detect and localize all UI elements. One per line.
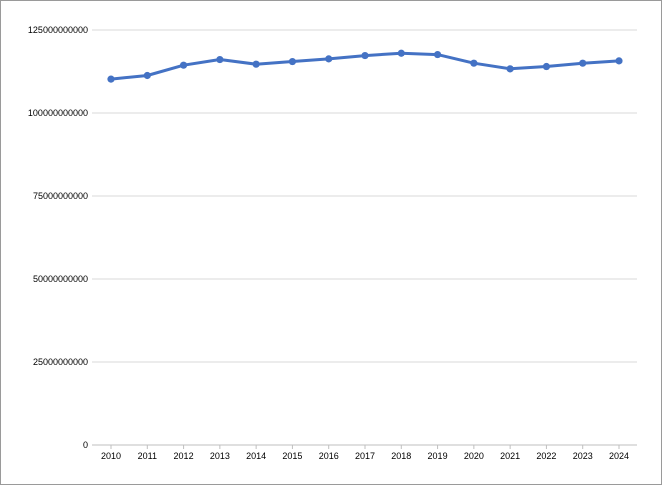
x-tick-label: 2017 — [355, 451, 375, 461]
data-point — [615, 57, 623, 65]
x-tick-label: 2016 — [319, 451, 339, 461]
data-point — [506, 65, 514, 73]
data-point — [179, 61, 188, 69]
data-point — [433, 50, 442, 59]
x-tick-label: 2011 — [138, 451, 157, 461]
x-axis-tick-labels: 2010 2011 2012 2013 2014 2015 2016 2017 2018 2019… — [101, 445, 629, 461]
y-axis-tick-labels: 0 25000000000 50000000000 75000000000 100000… — [28, 25, 88, 450]
data-point — [397, 49, 405, 57]
gridlines — [92, 29, 637, 446]
y-tick-label: 100000000000 — [28, 108, 88, 118]
data-point — [579, 59, 587, 67]
data-point — [361, 51, 369, 60]
series-layer — [107, 49, 623, 83]
data-point — [143, 71, 151, 80]
x-tick-label: 2022 — [536, 451, 556, 461]
y-tick-label: 75000000000 — [33, 191, 88, 201]
x-tick-label: 2021 — [500, 451, 520, 461]
data-point — [325, 55, 333, 63]
y-tick-label: 25000000000 — [33, 357, 88, 367]
x-tick-label: 2014 — [246, 451, 266, 461]
data-point — [288, 57, 297, 66]
y-tick-label: 0 — [83, 440, 88, 450]
data-point — [107, 75, 115, 83]
x-tick-label: 2023 — [573, 451, 593, 461]
y-tick-label: 50000000000 — [33, 274, 88, 284]
data-point — [252, 60, 260, 68]
x-tick-label: 2013 — [210, 451, 230, 461]
x-tick-label: 2018 — [391, 451, 411, 461]
x-tick-label: 2020 — [464, 451, 484, 461]
x-tick-label: 2015 — [282, 451, 302, 461]
x-tick-label: 2012 — [174, 451, 194, 461]
data-point — [542, 62, 551, 71]
x-tick-label: 2019 — [428, 451, 448, 461]
data-point — [216, 55, 224, 64]
data-point — [470, 59, 478, 67]
y-tick-label: 125000000000 — [28, 25, 88, 35]
x-tick-label: 2010 — [101, 451, 121, 461]
x-tick-label: 2024 — [609, 451, 629, 461]
